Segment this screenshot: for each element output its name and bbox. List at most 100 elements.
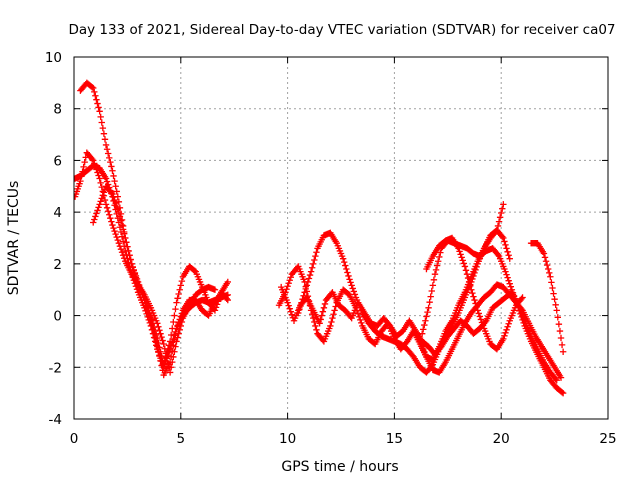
data-point (436, 253, 443, 261)
data-point (81, 158, 88, 166)
data-point (519, 316, 526, 324)
data-point (120, 230, 128, 237)
data-point (144, 307, 151, 314)
data-point (461, 263, 469, 270)
data-point (97, 179, 104, 187)
data-point (548, 279, 555, 286)
data-point (94, 100, 101, 107)
data-point (147, 317, 155, 324)
data-point (93, 210, 100, 217)
series-sat-k (527, 239, 567, 355)
data-point (310, 260, 317, 268)
data-point (191, 267, 198, 274)
data-point (517, 310, 524, 318)
data-point (347, 279, 354, 286)
x-tick-label: 0 (70, 431, 79, 447)
data-point (540, 250, 548, 257)
data-point (310, 314, 317, 322)
data-point (127, 256, 134, 263)
data-point (471, 296, 478, 304)
data-point (503, 245, 510, 252)
data-point (102, 175, 110, 182)
data-point (93, 96, 100, 103)
data-point (167, 331, 175, 339)
data-point (504, 248, 511, 255)
data-point (355, 313, 363, 321)
x-axis-label: GPS time / hours (281, 459, 398, 475)
y-tick-label: -4 (49, 412, 62, 428)
data-point (455, 245, 462, 252)
data-point (224, 278, 231, 286)
data-point (109, 190, 116, 198)
data-point (553, 307, 560, 314)
data-point (119, 238, 127, 245)
data-point (463, 271, 471, 278)
data-point (100, 130, 108, 137)
data-point (173, 325, 180, 332)
data-point (91, 160, 98, 167)
y-tick-label: 2 (53, 257, 62, 273)
data-point (430, 276, 438, 284)
data-point (459, 257, 466, 264)
data-point (115, 198, 123, 205)
data-point (344, 269, 351, 276)
data-point (177, 313, 184, 320)
data-point (224, 296, 231, 304)
data-point (103, 204, 111, 212)
data-point (504, 274, 511, 281)
data-point (520, 319, 527, 327)
y-axis-label: SDTVAR / TECUs (6, 181, 22, 296)
data-point (106, 154, 113, 162)
data-point (157, 357, 164, 365)
data-point (502, 268, 509, 275)
data-point (465, 278, 473, 286)
data-point (159, 337, 166, 344)
data-point (111, 177, 118, 185)
data-point (90, 157, 97, 164)
data-point (506, 280, 513, 287)
data-point (284, 283, 291, 290)
data-point (504, 323, 511, 330)
data-point (171, 336, 178, 343)
data-point (420, 326, 427, 333)
data-point (518, 305, 525, 313)
data-point (174, 295, 181, 302)
data-point (101, 136, 109, 143)
tick-marks (73, 56, 609, 420)
data-point (502, 329, 509, 337)
data-point (418, 330, 426, 337)
series-sat-j (416, 281, 565, 381)
data-point (107, 214, 114, 222)
data-point (124, 243, 131, 250)
data-point (125, 247, 132, 255)
data-point (320, 304, 328, 312)
data-point (172, 330, 179, 338)
data-point (166, 358, 174, 366)
data-point (350, 288, 358, 295)
series-sat-i (423, 234, 526, 353)
data-point (327, 322, 334, 330)
y-tick-label: 10 (45, 50, 62, 66)
data-point (178, 310, 186, 317)
data-point (173, 299, 180, 306)
data-point (99, 192, 107, 199)
data-point (112, 230, 119, 238)
chart-title: Day 133 of 2021, Sidereal Day-to-day VTE… (68, 22, 615, 38)
data-point (110, 193, 117, 201)
data-point (113, 188, 120, 195)
data-point (282, 289, 289, 296)
data-point (149, 326, 157, 333)
data-point (120, 255, 128, 262)
data-point (476, 313, 484, 320)
data-point (313, 249, 320, 256)
data-point (113, 233, 120, 241)
data-point (170, 318, 177, 326)
data-point (308, 311, 316, 318)
data-point (287, 308, 295, 315)
data-point (422, 317, 429, 324)
data-point (99, 124, 107, 132)
data-point (431, 271, 439, 278)
data-point (296, 306, 303, 313)
data-point (108, 163, 115, 170)
data-point (96, 175, 103, 182)
